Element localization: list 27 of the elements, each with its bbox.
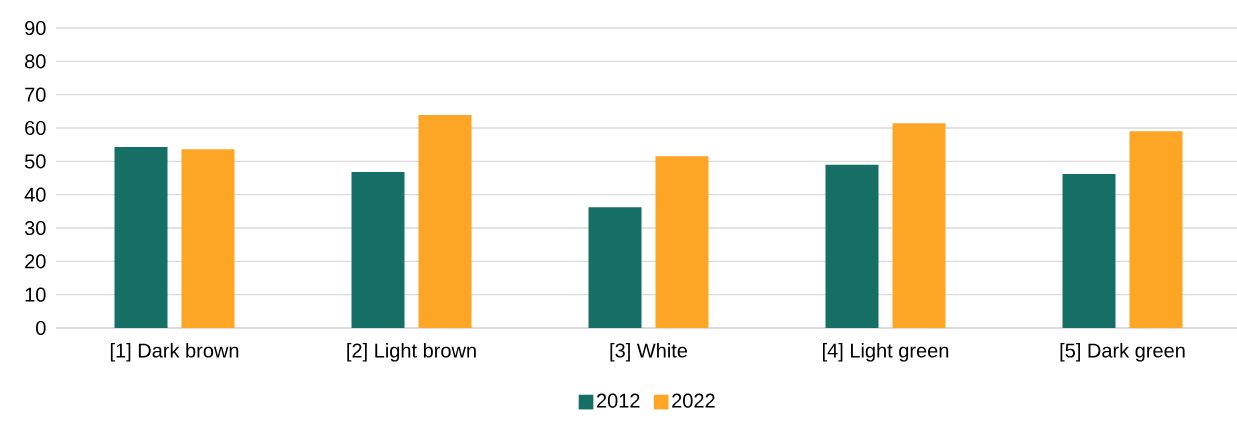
legend-label: 2022 [672,393,715,408]
x-tick-label: [4] Light green [823,342,949,362]
x-tick-label: [1] Dark brown [110,342,239,362]
y-tick-label: 90 [25,20,46,36]
bar [418,115,472,328]
x-tick-label: [3] White [610,342,688,362]
y-tick-label: 80 [25,54,46,69]
bar [351,172,405,328]
y-tick-label: 40 [24,187,46,202]
x-tick-label: [5] Dark green [1060,342,1185,362]
y-tick-label: 20 [25,254,46,269]
x-tick-label: [2] Light brown [347,342,476,362]
bar [114,147,168,328]
bar [1062,174,1116,328]
bar [588,207,642,328]
bar [1129,131,1183,328]
bar [892,123,946,328]
bar [825,164,879,328]
bar [181,149,235,328]
y-tick-label: 50 [24,154,46,169]
y-tick-label: 30 [24,220,46,236]
bar [655,156,709,328]
legend-label: 2012 [597,393,640,408]
y-tick-label: 60 [25,120,46,136]
y-tick-label: 70 [25,87,46,102]
y-tick-label: 0 [36,320,46,336]
y-tick-label: 10 [25,287,46,302]
